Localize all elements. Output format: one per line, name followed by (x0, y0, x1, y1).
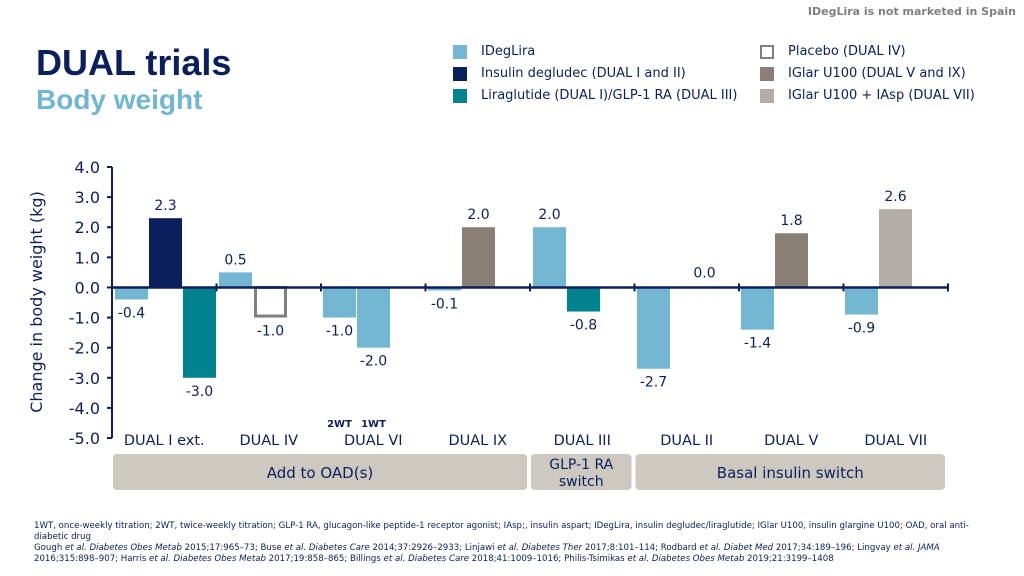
x-category-label: DUAL VI (344, 433, 403, 449)
legend-item-glar-vii: IGlar U100 + IAsp (DUAL VII) (760, 88, 975, 103)
group-box (113, 454, 527, 490)
y-tick-label: 0.0 (75, 278, 100, 297)
bar-glar_vii (879, 209, 912, 288)
legend-swatch-degludec (453, 66, 467, 81)
y-tick-label: -1.0 (69, 309, 100, 328)
bar-value-label: -0.8 (570, 318, 597, 334)
group-label: Basal insulin switch (717, 464, 864, 482)
bar-value-label: -1.0 (326, 324, 353, 340)
page-subtitle: Body weight (36, 84, 203, 115)
y-tick-label: -5.0 (69, 429, 100, 448)
bar-placebo (254, 285, 287, 318)
bar-ideglira (357, 287, 390, 348)
bar-value-label: -3.0 (186, 384, 213, 400)
bar-degludec (149, 218, 182, 288)
legend-swatch-ideglira (453, 44, 467, 59)
bar-value-label: 2.6 (884, 189, 906, 205)
bar-value-label: 2.0 (467, 207, 489, 223)
legend-item-placebo: Placebo (DUAL IV) (760, 44, 906, 59)
group-label: Add to OAD(s) (267, 464, 374, 482)
bar-value-label: 2.0 (538, 207, 560, 223)
x-category-label: DUAL III (554, 433, 611, 449)
y-tick-label: 2.0 (75, 218, 100, 237)
bar-value-label: 0.5 (224, 252, 246, 268)
legend-item-liraglutide: Liraglutide (DUAL I)/GLP-1 RA (DUAL III) (453, 88, 737, 103)
bar-sublabel: 2WT (327, 419, 352, 430)
footnotes: 1WT, once-weekly titration; 2WT, twice-w… (34, 521, 994, 565)
legend-label: IGlar U100 + IAsp (DUAL VII) (788, 88, 975, 103)
x-category-label: DUAL II (660, 433, 713, 449)
bar-value-label: -1.0 (257, 324, 284, 340)
reference-journal: et al. Diabetes Obes Metab (149, 554, 266, 564)
bar-ideglira (741, 287, 774, 330)
bar-liraglutide (183, 287, 216, 378)
reference-journal: et al. Diabetes Obes Metab (627, 554, 745, 564)
bar-value-label: -0.1 (431, 296, 458, 312)
y-tick-label: 3.0 (75, 188, 100, 207)
reference-journal: et al. Diabetes Ther (497, 543, 583, 553)
bar-ideglira (115, 287, 148, 300)
x-category-label: DUAL IV (239, 433, 298, 449)
y-axis-label: Change in body weight (kg) (27, 191, 46, 413)
bar-ideglira (533, 227, 566, 288)
legend-label: Insulin degludec (DUAL I and II) (481, 66, 686, 81)
bar-value-label: -1.4 (744, 336, 771, 352)
bar-value-label: -0.4 (118, 305, 145, 321)
legend-label: IDegLira (481, 44, 536, 59)
bar-ideglira (323, 287, 356, 318)
bar-value-label: -2.7 (640, 375, 667, 391)
bar-value-label: -2.0 (360, 354, 387, 370)
legend-item-ideglira: IDegLira (453, 44, 535, 59)
legend-label: IGlar U100 (DUAL V and IX) (788, 66, 966, 81)
y-tick-label: 4.0 (75, 158, 100, 177)
group-box (635, 454, 945, 490)
reference-journal: et al. Diabet Med (699, 543, 774, 553)
bar-glar_v_ix (775, 233, 808, 288)
reference-journal: et al. JAMA (893, 543, 940, 553)
y-tick-label: 1.0 (75, 248, 100, 267)
bar-liraglutide (567, 287, 600, 312)
bar-value-label: -0.9 (848, 321, 875, 337)
bar-value-label: 2.3 (154, 198, 176, 214)
x-category-label: DUAL I ext. (124, 433, 205, 449)
bar-glar_v_ix (462, 227, 495, 288)
reference-journal: et al. Diabetes Care (284, 543, 370, 553)
legend-label: Placebo (DUAL IV) (788, 44, 906, 59)
legend-swatch-placebo (760, 44, 774, 59)
x-category-label: DUAL V (764, 433, 818, 449)
bar-ideglira (637, 287, 670, 369)
y-tick-label: -3.0 (69, 369, 100, 388)
footnote-references: Gough et al. Diabetes Obes Metab 2015;17… (34, 543, 940, 564)
legend-item-degludec: Insulin degludec (DUAL I and II) (453, 66, 686, 81)
bar-value-label: 1.8 (780, 213, 802, 229)
legend-label: Liraglutide (DUAL I)/GLP-1 RA (DUAL III) (481, 88, 738, 103)
legend-swatch-glar-v-ix (760, 66, 774, 81)
page-title: DUAL trials (36, 42, 232, 83)
legend-swatch-glar-vii (760, 88, 774, 103)
disclaimer-text: IDegLira is not marketed in Spain (807, 5, 1016, 18)
x-category-label: DUAL IX (448, 433, 507, 449)
y-tick-label: -4.0 (69, 399, 100, 418)
x-category-label: DUAL VII (864, 433, 927, 449)
bar-chart: Change in body weight (kg) 4.0 3.0 2.0 1.0 0… (27, 158, 949, 490)
legend-swatch-liraglutide (453, 88, 467, 103)
bar-sublabel: 1WT (361, 419, 386, 430)
bar-ideglira (219, 272, 252, 288)
group-label: switch (559, 474, 604, 490)
bar-ideglira (428, 287, 461, 291)
bar-value-label: 0.0 (693, 265, 715, 281)
legend-item-glar-v-ix: IGlar U100 (DUAL V and IX) (760, 66, 966, 81)
group-label: GLP-1 RA (549, 457, 613, 473)
y-tick-label: -2.0 (69, 339, 100, 358)
bar-ideglira (845, 287, 878, 315)
footnote-abbreviations: 1WT, once-weekly titration; 2WT, twice-w… (34, 521, 969, 542)
reference-journal: et al. Diabetes Obes Metab (65, 543, 182, 553)
group-box (531, 454, 632, 490)
reference-journal: et al. Diabetes Care (383, 554, 470, 564)
